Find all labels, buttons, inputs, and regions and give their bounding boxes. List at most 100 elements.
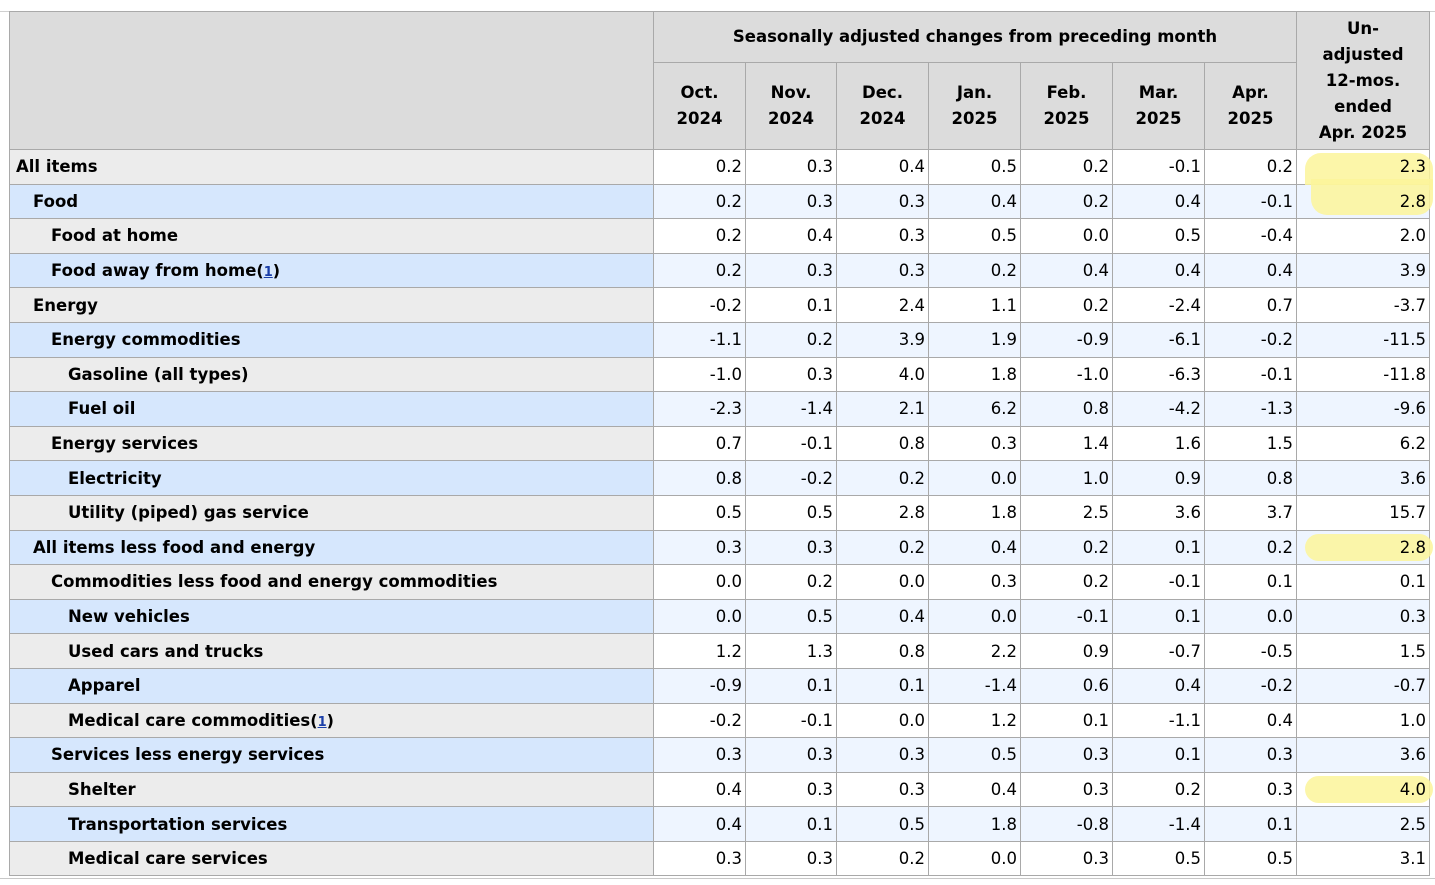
row-label: Energy services [9,425,654,462]
value-cell: 0.4 [836,598,929,635]
value-cell: 0.2 [836,840,929,877]
value-cell: 0.1 [1112,598,1205,635]
unadjusted-header-line: Apr. 2025 [1318,122,1408,142]
row-label-text: Commodities less food and energy commodi… [51,572,498,592]
value-cell: 0.2 [1020,287,1113,323]
table-row: All items less food and energy 0.3 0.3 0.2 0… [9,529,1433,566]
value-cell: 1.8 [928,356,1021,393]
value-cell: 3.6 [1112,494,1205,531]
unadjusted-cell: 6.2 [1296,425,1430,462]
value-cell: 0.2 [836,529,929,566]
row-label: Transportation services [9,806,654,842]
unadjusted-value: -3.7 [1393,295,1426,315]
value-cell: 0.3 [745,771,837,808]
value-cell: 1.9 [928,321,1021,358]
table-row: Medical care commodities(1) -0.2 -0.1 0.0 1.… [9,702,1430,739]
value-cell: 0.2 [1204,529,1297,566]
month-header-month: Apr. [1232,83,1269,102]
table-row: Energy -0.2 0.1 2.4 1.1 0.2 -2.4 0.7 -3.7 [9,287,1430,323]
value-cell: 0.3 [1020,737,1113,773]
unadjusted-value: 3.9 [1399,261,1426,281]
value-cell: 0.2 [653,183,746,220]
unadjusted-cell: 0.1 [1296,564,1430,600]
value-cell: 0.4 [1112,667,1205,704]
month-header: Oct. 2024 [653,62,746,150]
value-cell: 0.3 [836,771,929,808]
value-cell: 0.0 [928,598,1021,635]
table-row: Energy services 0.7 -0.1 0.8 0.3 1.4 1.6 1.5 6.2 [9,425,1430,462]
row-label: New vehicles [9,598,654,635]
unadjusted-cell: 15.7 [1296,494,1430,531]
value-cell: 0.9 [1112,460,1205,496]
footnote-paren: ) [326,710,334,730]
row-label-text: Energy [33,295,98,315]
value-cell: 0.5 [836,806,929,842]
value-cell: 2.5 [1020,494,1113,531]
row-label: Used cars and trucks [9,633,654,669]
value-cell: -0.1 [745,702,837,739]
table-row: Electricity 0.8 -0.2 0.2 0.0 1.0 0.9 0.8 3.6 [9,460,1430,496]
unadjusted-value: 3.1 [1399,849,1426,869]
value-cell: 0.4 [1204,252,1297,289]
unadjusted-value: 3.6 [1399,745,1426,765]
unadjusted-cell: 0.3 [1296,598,1430,635]
value-cell: 0.8 [653,460,746,496]
value-cell: 0.1 [745,287,837,323]
table-row: Food 0.2 0.3 0.3 0.4 0.2 0.4 -0.1 2.8 [9,178,1433,220]
footnote-link[interactable]: 1 [317,714,327,730]
value-cell: 0.3 [836,183,929,220]
value-cell: 0.4 [653,806,746,842]
value-cell: 1.4 [1020,425,1113,462]
value-cell: 0.3 [745,149,837,185]
value-cell: 0.2 [928,252,1021,289]
bottom-border [0,878,1435,879]
value-cell: 0.2 [745,564,837,600]
table-row: Utility (piped) gas service 0.5 0.5 2.8 1.8 2… [9,494,1430,531]
unadjusted-value: 1.5 [1399,641,1426,661]
table-row: Energy commodities -1.1 0.2 3.9 1.9 -0.9 -6.1-… [9,321,1430,358]
value-cell: 0.3 [1204,737,1297,773]
value-cell: 0.1 [1112,737,1205,773]
value-cell: 0.3 [928,425,1021,462]
value-cell: 0.0 [928,460,1021,496]
row-label-text: Shelter [68,779,136,799]
unadjusted-cell: -3.7 [1296,287,1430,323]
value-cell: 0.3 [1020,771,1113,808]
value-cell: 1.6 [1112,425,1205,462]
footnote-paren: ( [310,710,318,730]
unadjusted-value: 0.3 [1399,607,1426,627]
value-cell: 6.2 [928,391,1021,427]
month-header-year: 2025 [1227,109,1274,128]
value-cell: 0.3 [836,737,929,773]
value-cell: 0.7 [653,425,746,462]
value-cell: 0.2 [1112,771,1205,808]
value-cell: 0.4 [928,183,1021,220]
value-cell: -2.4 [1112,287,1205,323]
value-cell: 0.3 [653,529,746,566]
value-cell: 0.4 [1204,702,1297,739]
value-cell: 1.5 [1204,425,1297,462]
unadjusted-value: -11.5 [1383,330,1426,350]
unadjusted-cell: 2.8 [1296,178,1433,220]
value-cell: -0.9 [1020,321,1113,358]
row-label-text: Used cars and trucks [68,641,264,661]
unadjusted-cell: 2.5 [1296,806,1430,842]
row-label: Medical care services [9,840,654,877]
value-cell: 1.1 [928,287,1021,323]
table-row: Food at home 0.2 0.4 0.3 0.5 0.0 0.5 -0.4 2.0 [9,218,1430,254]
value-cell: 0.5 [1112,840,1205,877]
value-cell: 0.5 [745,494,837,531]
value-cell: 0.4 [928,771,1021,808]
value-cell: 0.4 [1112,183,1205,220]
month-header-year: 2025 [1135,109,1182,128]
row-label: Energy [9,287,654,323]
value-cell: -1.4 [928,667,1021,704]
unadjusted-cell: 3.1 [1296,840,1430,877]
month-header-month: Oct. [680,83,719,102]
row-label: All items [9,149,654,185]
value-cell: -0.1 [1204,183,1297,220]
month-header-year: 2025 [1043,109,1090,128]
footnote-link[interactable]: 1 [263,265,273,281]
table-row: Used cars and trucks 1.2 1.3 0.8 2.2 0.9 -0.7-… [9,633,1430,669]
value-cell: 0.9 [1020,633,1113,669]
